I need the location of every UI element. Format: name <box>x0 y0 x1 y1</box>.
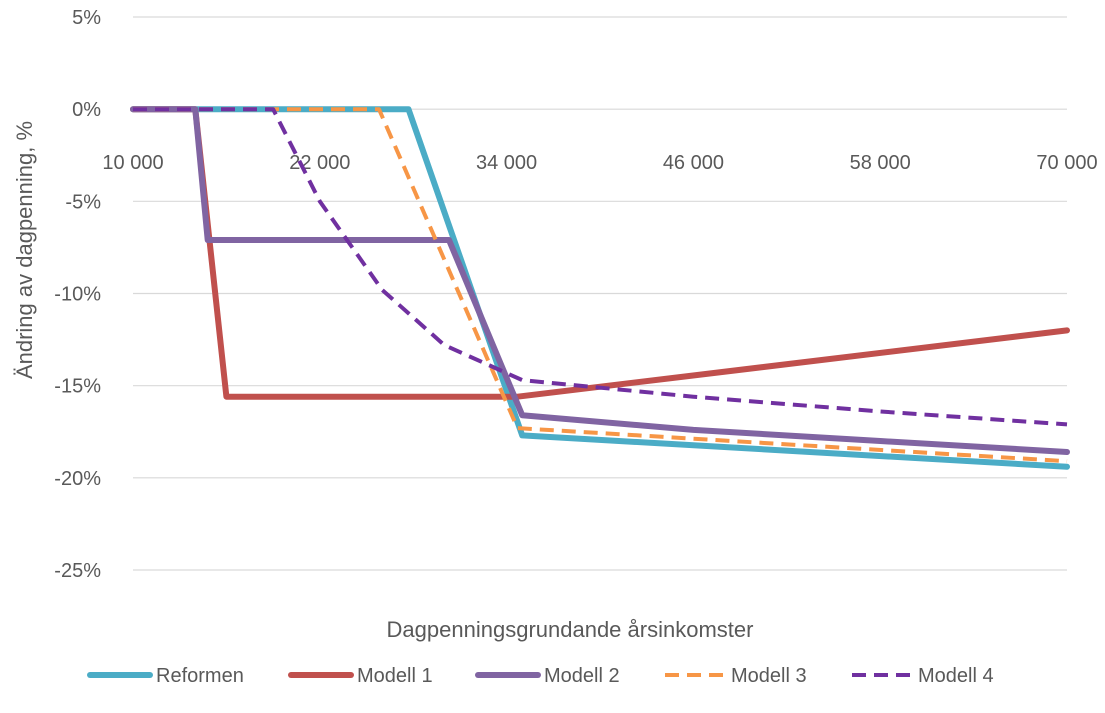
y-tick-label: -20% <box>54 468 101 490</box>
x-axis-ticks: 10 000 22 000 34 000 46 000 58 000 70 000 <box>102 152 1097 174</box>
y-axis-ticks: 5% 0% -5% -10% -15% -20% -25% <box>54 7 101 582</box>
series-line-3 <box>130 106 1070 455</box>
series-line-2 <box>130 106 1070 400</box>
series-lines <box>130 106 1070 470</box>
x-tick-label: 70 000 <box>1036 152 1097 174</box>
x-tick-label: 10 000 <box>102 152 163 174</box>
y-tick-label: -25% <box>54 560 101 582</box>
y-axis-title: Ändring av dagpenning, % <box>12 121 37 379</box>
y-tick-label: 5% <box>72 7 101 29</box>
legend-label: Modell 4 <box>918 665 994 687</box>
x-axis-title: Dagpenningsgrundande årsinkomster <box>387 617 754 642</box>
legend-label: Modell 3 <box>731 665 807 687</box>
legend-label: Reformen <box>156 665 244 687</box>
series-line-5 <box>133 107 1068 427</box>
x-tick-label: 58 000 <box>850 152 911 174</box>
x-tick-label: 34 000 <box>476 152 537 174</box>
y-tick-label: -15% <box>54 376 101 398</box>
y-tick-label: -5% <box>65 191 101 213</box>
legend-label: Modell 1 <box>357 665 433 687</box>
series-line-4 <box>133 107 1068 464</box>
y-tick-label: 0% <box>72 99 101 121</box>
legend: Reformen Modell 1 Modell 2 Modell 3 Modell 4 <box>87 665 994 687</box>
x-tick-label: 46 000 <box>663 152 724 174</box>
y-tick-label: -10% <box>54 284 101 306</box>
grid-lines <box>133 16 1067 571</box>
legend-label: Modell 2 <box>544 665 620 687</box>
